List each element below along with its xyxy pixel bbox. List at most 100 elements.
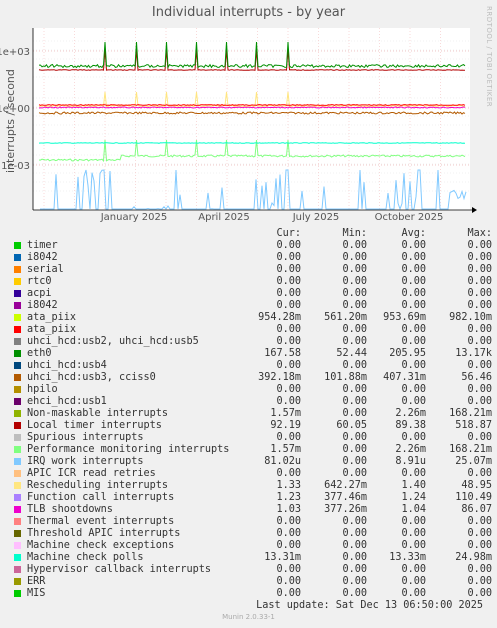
legend-row: timer 0.00 0.00 0.00 0.00 xyxy=(14,240,494,252)
legend-avg: 0.00 xyxy=(401,516,426,527)
legend-max: 0.00 xyxy=(467,264,492,275)
legend-row: APIC ICR read retries 0.00 0.00 0.00 0.00 xyxy=(14,468,494,480)
legend-row: Function call interrupts 1.23 377.46m 1.24 1… xyxy=(14,492,494,504)
series-line xyxy=(38,106,466,109)
legend-avg: 0.00 xyxy=(401,540,426,551)
legend-name: rtc0 xyxy=(27,276,52,287)
legend-row: Thermal event interrupts 0.00 0.00 0.00 0.00 xyxy=(14,516,494,528)
legend-row: Non-maskable interrupts 1.57m 0.00 2.26m 168… xyxy=(14,408,494,420)
y-tick-label: 1e-03 xyxy=(1,161,30,172)
legend-name: Spurious interrupts xyxy=(27,432,144,443)
legend-cur: 0.00 xyxy=(276,264,301,275)
legend-max: 0.00 xyxy=(467,588,492,599)
munin-version: Munin 2.0.33-1 xyxy=(222,613,275,621)
legend-swatch xyxy=(14,362,21,369)
legend-avg: 205.95 xyxy=(389,348,426,359)
legend-name: i8042 xyxy=(27,300,58,311)
legend-row: Threshold APIC interrupts 0.00 0.00 0.00 0.0… xyxy=(14,528,494,540)
legend-cur: 1.57m xyxy=(270,444,301,455)
legend-min: 642.27m xyxy=(324,480,367,491)
legend-swatch xyxy=(14,422,21,429)
legend-max: 110.49 xyxy=(455,492,492,503)
legend-min: 0.00 xyxy=(342,300,367,311)
series-line xyxy=(38,49,466,72)
y-tick-label: 1e+03 xyxy=(0,47,30,58)
legend-avg: 0.00 xyxy=(401,288,426,299)
legend-name: timer xyxy=(27,240,58,251)
legend-cur: 0.00 xyxy=(276,288,301,299)
legend-row: uhci_hcd:usb3, cciss0 392.18m 101.88m 407.3… xyxy=(14,372,494,384)
plot-area: 1e+03 1e+00 1e-03 January 2025 April 2025 Jul… xyxy=(0,28,477,223)
legend-row: uhci_hcd:usb4 0.00 0.00 0.00 0.00 xyxy=(14,360,494,372)
legend-min: 0.00 xyxy=(342,576,367,587)
legend-min: 0.00 xyxy=(342,408,367,419)
x-tick-label: July 2025 xyxy=(292,212,340,223)
legend-avg: 89.38 xyxy=(395,420,426,431)
legend-row: Performance monitoring interrupts 1.57m 0.… xyxy=(14,444,494,456)
legend-name: uhci_hcd:usb3, cciss0 xyxy=(27,372,156,383)
legend-name: ERR xyxy=(27,576,46,587)
legend-avg: 1.04 xyxy=(401,504,426,515)
legend-swatch xyxy=(14,374,21,381)
series-group xyxy=(38,41,467,211)
legend-cur: 1.57m xyxy=(270,408,301,419)
legend-row: uhci_hcd:usb2, uhci_hcd:usb5 0.00 0.00 0.00… xyxy=(14,336,494,348)
legend-swatch xyxy=(14,590,21,597)
legend-avg: 953.69m xyxy=(383,312,426,323)
legend-row: acpi 0.00 0.00 0.00 0.00 xyxy=(14,288,494,300)
legend-cur: 0.00 xyxy=(276,384,301,395)
legend-max: 168.21m xyxy=(449,408,492,419)
legend-avg: 1.40 xyxy=(401,480,426,491)
legend-swatch xyxy=(14,266,21,273)
header-max: Max: xyxy=(467,228,492,239)
legend-name: Machine check polls xyxy=(27,552,144,563)
legend-min: 0.00 xyxy=(342,384,367,395)
legend-avg: 0.00 xyxy=(401,588,426,599)
x-tick-label: October 2025 xyxy=(375,212,444,223)
legend-max: 56.46 xyxy=(461,372,492,383)
legend-row: rtc0 0.00 0.00 0.00 0.00 xyxy=(14,276,494,288)
legend-swatch xyxy=(14,254,21,261)
legend-max: 0.00 xyxy=(467,288,492,299)
x-tick-label: April 2025 xyxy=(198,212,249,223)
legend-min: 0.00 xyxy=(342,396,367,407)
legend-swatch xyxy=(14,398,21,405)
legend-cur: 81.02u xyxy=(264,456,301,467)
legend-min: 0.00 xyxy=(342,516,367,527)
legend-avg: 0.00 xyxy=(401,300,426,311)
legend-max: 0.00 xyxy=(467,336,492,347)
legend-row: Machine check exceptions 0.00 0.00 0.00 0.00 xyxy=(14,540,494,552)
legend-cur: 0.00 xyxy=(276,564,301,575)
legend-name: MIS xyxy=(27,588,46,599)
legend-max: 0.00 xyxy=(467,324,492,335)
legend-min: 0.00 xyxy=(342,264,367,275)
legend-swatch xyxy=(14,326,21,333)
legend-avg: 0.00 xyxy=(401,240,426,251)
legend-cur: 0.00 xyxy=(276,588,301,599)
legend-min: 0.00 xyxy=(342,276,367,287)
y-tick-label: 1e+00 xyxy=(0,104,30,115)
legend-avg: 0.00 xyxy=(401,576,426,587)
legend-name: serial xyxy=(27,264,64,275)
legend-row: TLB shootdowns 1.03 377.26m 1.04 86.07 xyxy=(14,504,494,516)
legend-cur: 392.18m xyxy=(258,372,301,383)
legend-avg: 2.26m xyxy=(395,444,426,455)
legend-swatch xyxy=(14,530,21,537)
legend-max: 24.98m xyxy=(455,552,492,563)
legend-swatch xyxy=(14,470,21,477)
legend-max: 168.21m xyxy=(449,444,492,455)
legend-row: serial 0.00 0.00 0.00 0.00 xyxy=(14,264,494,276)
legend-swatch xyxy=(14,542,21,549)
legend-cur: 0.00 xyxy=(276,276,301,287)
legend-max: 0.00 xyxy=(467,540,492,551)
legend-name: Non-maskable interrupts xyxy=(27,408,169,419)
legend-avg: 0.00 xyxy=(401,252,426,263)
legend-max: 86.07 xyxy=(461,504,492,515)
legend-min: 0.00 xyxy=(342,432,367,443)
chart-title: Individual interrupts - by year xyxy=(151,5,346,20)
legend-name: ata_piix xyxy=(27,324,77,335)
legend-name: ehci_hcd:usb1 xyxy=(27,396,107,407)
legend-avg: 0.00 xyxy=(401,384,426,395)
legend-max: 0.00 xyxy=(467,528,492,539)
legend-row: hpilo 0.00 0.00 0.00 0.00 xyxy=(14,384,494,396)
